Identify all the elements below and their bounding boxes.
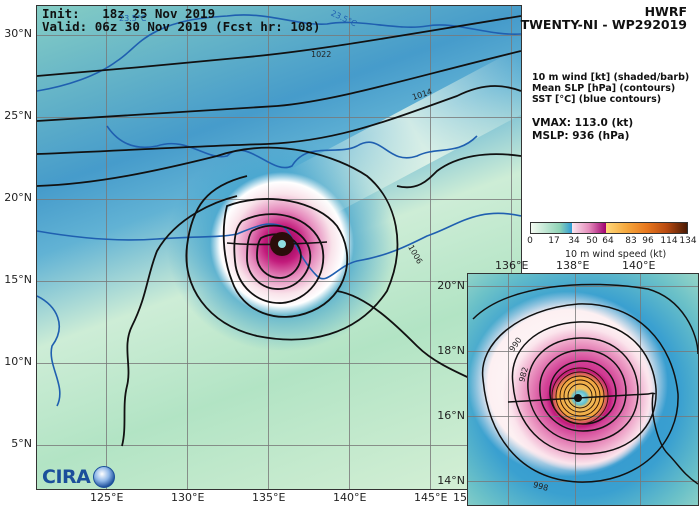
inset-lon-140e: 140°E (622, 259, 656, 272)
gridline-145e (430, 6, 431, 489)
inset-gridline-136e (508, 274, 509, 505)
lon-tick-125e: 125°E (90, 491, 124, 504)
lon-tick-135e: 135°E (252, 491, 286, 504)
lon-tick-140e: 140°E (333, 491, 367, 504)
lat-tick-30n: 30°N (4, 27, 32, 40)
cb-tick: 0 (527, 236, 533, 246)
legend-sst: SST [°C] (blue contours) (532, 94, 662, 105)
inset-gridline-16n (468, 416, 698, 417)
contour-overlay (37, 14, 521, 447)
cb-tick: 50 (586, 236, 598, 246)
inset-lat-16n: 16°N (437, 409, 465, 422)
cb-tick: 34 (568, 236, 580, 246)
slp-contours (37, 15, 521, 447)
legend-slp: Mean SLP [hPa] (contours) (532, 83, 676, 94)
sst-label: 23.5°C (119, 14, 147, 23)
valid-label: Valid: (42, 19, 88, 34)
lat-tick-15n: 15°N (4, 273, 32, 286)
storm-name: TWENTY-NI - WP292019 (520, 17, 687, 32)
valid-value: 06z 30 Nov 2019 (Fcst hr: 108) (94, 19, 321, 34)
cb-tick: 17 (548, 236, 560, 246)
mslp-value: MSLP: 936 (hPa) (532, 130, 630, 142)
inset-gridline-18n (468, 351, 698, 352)
lon-tick-145e: 145°E (414, 491, 448, 504)
lat-tick-10n: 10°N (4, 355, 32, 368)
inset-eyewall-contours (551, 367, 609, 425)
inset-gridline-138e (575, 274, 576, 505)
lon-tick-130e: 130°E (171, 491, 205, 504)
sst-contours (37, 14, 521, 407)
inset-storm-center (574, 394, 582, 402)
colorbar-ticks: 0 17 34 50 64 83 96 114 134 (524, 236, 697, 248)
inset-gridline-20n (468, 286, 698, 287)
gridline-10n (37, 363, 521, 364)
legend-wind: 10 m wind [kt] (shaded/barb) (532, 72, 690, 83)
inset-lat-20n: 20°N (437, 279, 465, 292)
lat-tick-5n: 5°N (11, 437, 32, 450)
gridline-150e (511, 6, 512, 489)
gridline-5n (37, 445, 521, 446)
gridline-15n (37, 281, 521, 282)
cb-tick: 114 (660, 236, 678, 246)
cb-tick: 83 (625, 236, 637, 246)
main-map (36, 5, 522, 490)
lat-tick-25n: 25°N (4, 109, 32, 122)
inset-gridline-140e (640, 274, 641, 505)
wind-colorbar (530, 222, 688, 234)
inset-lon-136e: 136°E (495, 259, 529, 272)
gridline-135e (268, 6, 269, 489)
lat-tick-20n: 20°N (4, 191, 32, 204)
gridline-125e (106, 6, 107, 489)
field-legend: 10 m wind [kt] (shaded/barb) Mean SLP [h… (532, 72, 689, 143)
init-label: Init: (42, 6, 80, 21)
inset-slp-contours (472, 283, 698, 485)
cira-text: CIRA (42, 466, 91, 488)
cb-tick: 96 (642, 236, 654, 246)
gridline-30n (37, 35, 521, 36)
slp-label-1022: 1022 (311, 50, 332, 59)
model-name: HWRF (644, 4, 687, 19)
inset-lat-18n: 18°N (437, 344, 465, 357)
title-block: HWRF TWENTY-NI - WP292019 (521, 5, 687, 31)
globe-icon (93, 466, 116, 488)
inset-lat-14n: 14°N (437, 474, 465, 487)
cb-tick: 64 (602, 236, 614, 246)
gridline-25n (37, 117, 521, 118)
inset-contour-overlay (472, 283, 698, 485)
init-value: 18z 25 Nov 2019 (102, 6, 216, 21)
colorbar-label: 10 m wind speed (kt) (565, 249, 667, 260)
forecast-times: Init: 18z 25 Nov 2019 Valid: 06z 30 Nov … (42, 7, 320, 33)
cb-tick: 134 (679, 236, 697, 246)
cira-logo: CIRA (42, 466, 116, 488)
lon-tick-150e: 15 (453, 491, 467, 504)
gridline-140e (349, 6, 350, 489)
inset-map: 990 982 998 (467, 273, 699, 506)
vmax-value: VMAX: 113.0 (kt) (532, 117, 634, 129)
inset-lon-138e: 138°E (556, 259, 590, 272)
